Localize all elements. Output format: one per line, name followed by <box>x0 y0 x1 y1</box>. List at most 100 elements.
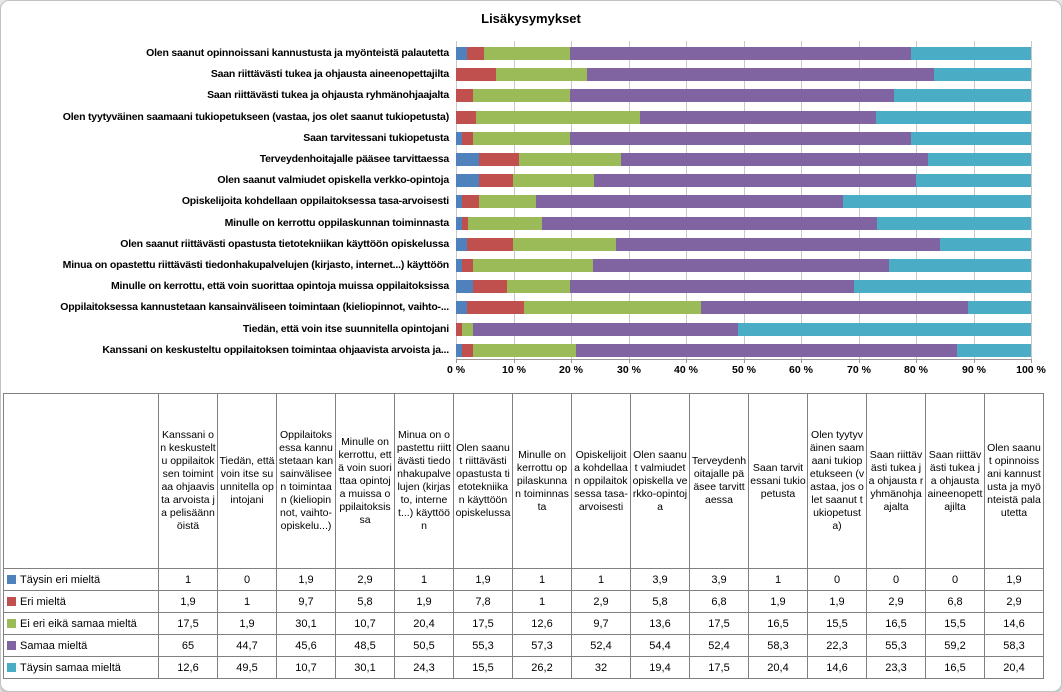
category-label: Olen saanut opinnoissani kannustusta ja … <box>146 47 449 59</box>
table-row: Eri mieltä 1,9 1 9,7 5,8 1,9 7,8 1 2,9 5,8 6,8 1,9 1… <box>3 590 1044 613</box>
bar-segment <box>569 280 855 294</box>
x-tick-mark <box>801 359 802 363</box>
table-row: Täysin samaa mieltä 12,6 49,5 10,7 30,1 24,3 1… <box>3 656 1044 679</box>
bar-row <box>456 216 1031 230</box>
value-cell: 48,5 <box>335 634 395 657</box>
value-cell: 52,4 <box>689 634 749 657</box>
category-label: Olen saanut valmiudet opiskella verkko-o… <box>217 174 449 187</box>
category-label: Minulle on kerrottu oppilaskunnan toimin… <box>224 216 450 229</box>
x-tick-label: 60 % <box>789 364 813 376</box>
value-cell: 49,5 <box>217 656 277 679</box>
column-header-cell: Olen saanut opinnoissani kannustusta ja … <box>984 393 1044 569</box>
series-name-label: Ei eri eikä samaa mieltä <box>20 617 137 630</box>
bar-segment <box>456 280 473 294</box>
bar-segment <box>615 237 941 251</box>
bar-segment <box>894 89 1031 103</box>
bar-segment <box>524 301 701 315</box>
value-cell: 1,9 <box>217 612 277 635</box>
bar-segment <box>518 153 622 166</box>
bar-segment <box>456 174 480 188</box>
bar-row <box>456 280 1031 294</box>
bar-segment <box>478 153 519 166</box>
value-cell: 2,9 <box>571 590 631 613</box>
category-label: Saan tarvitessani tukiopetusta <box>303 131 449 144</box>
category-label: Terveydenhoitajalle pääsee tarvittaessa <box>259 153 449 165</box>
bar-segment <box>586 68 935 82</box>
bar-segment <box>916 174 1031 188</box>
bar-segment <box>473 280 508 294</box>
bar-segment <box>957 343 1031 357</box>
bar-segment <box>467 47 485 60</box>
bar-row <box>456 301 1031 315</box>
value-cell: 44,7 <box>217 634 277 657</box>
bar-row <box>456 47 1031 60</box>
value-cell: 1,9 <box>394 590 454 613</box>
bar-segment <box>467 301 525 315</box>
value-cell: 1 <box>512 568 572 591</box>
bar-segment <box>472 259 593 272</box>
value-cell: 1,9 <box>807 590 867 613</box>
category-label: Olen tyytyväinen saamaani tukiopetukseen… <box>62 110 449 123</box>
value-cell: 15,5 <box>453 656 513 679</box>
column-header-cell: Kanssani on keskusteltu oppilaitoksen to… <box>158 393 218 569</box>
legend-swatch <box>7 574 16 584</box>
x-tick-mark <box>744 359 745 363</box>
value-cell: 14,6 <box>807 656 867 679</box>
category-label: Minua on opastettu riittävästi tiedonhak… <box>62 259 450 271</box>
row-label-cell: Täysin eri mieltä <box>3 568 159 591</box>
value-cell: 0 <box>807 568 867 591</box>
bar-segment <box>593 174 917 188</box>
value-cell: 0 <box>217 568 277 591</box>
bar-segment <box>911 47 1031 60</box>
column-header-cell: Opiskelijoita kohdellaan oppilaitoksessa… <box>571 393 631 569</box>
value-cell: 1,9 <box>984 568 1044 591</box>
bar-segment <box>854 280 1031 294</box>
series-name-label: Täysin eri mieltä <box>20 573 101 586</box>
column-header-cell: Saan tarvitessani tukiopetusta <box>748 393 808 569</box>
value-cell: 30,1 <box>276 612 336 635</box>
legend-swatch <box>7 618 16 628</box>
bar-segment <box>507 280 570 294</box>
value-cell: 1 <box>217 590 277 613</box>
legend-swatch <box>7 640 16 650</box>
value-cell: 3,9 <box>689 568 749 591</box>
bar-segment <box>592 259 889 272</box>
value-cell: 12,6 <box>158 656 218 679</box>
value-cell: 16,5 <box>925 656 985 679</box>
value-cell: 58,3 <box>748 634 808 657</box>
bar-segment <box>456 301 468 315</box>
category-label: Minulle on kerrottu, että voin suorittaa… <box>111 280 449 293</box>
bar-segment <box>461 195 479 209</box>
value-cell: 26,2 <box>512 656 572 679</box>
bar-row <box>456 343 1031 357</box>
bar-segment <box>476 110 641 124</box>
bar-segment <box>484 47 570 60</box>
series-name-label: Eri mieltä <box>20 595 66 608</box>
category-label: Tiedän, että voin itse suunnitella opint… <box>242 322 449 335</box>
column-header-cell: Oppilaitoksessa kannustetaan kansainväli… <box>276 393 336 569</box>
value-cell: 55,3 <box>453 634 513 657</box>
value-cell: 17,5 <box>453 612 513 635</box>
value-cell: 32 <box>571 656 631 679</box>
value-cell: 22,3 <box>807 634 867 657</box>
bar-segment <box>621 153 929 166</box>
series-name-label: Samaa mieltä <box>20 639 88 652</box>
row-label-cell: Täysin samaa mieltä <box>3 656 159 679</box>
column-header-cell: Saan riittävästi tukea ja ohjausta ryhmä… <box>866 393 926 569</box>
value-cell: 59,2 <box>925 634 985 657</box>
category-label: Oppilaitoksessa kannustetaan kansainväli… <box>60 301 449 314</box>
value-cell: 1,9 <box>276 568 336 591</box>
bar-segment <box>456 216 462 230</box>
x-tick-label: 100 % <box>1016 364 1046 376</box>
value-cell: 55,3 <box>866 634 926 657</box>
bar-row <box>456 259 1031 272</box>
plot-area <box>456 41 1032 359</box>
bar-segment <box>940 237 1031 251</box>
value-cell: 19,4 <box>630 656 690 679</box>
x-tick-label: 30 % <box>617 364 641 376</box>
value-cell: 45,6 <box>276 634 336 657</box>
bar-segment <box>473 89 570 103</box>
x-tick-mark <box>514 359 515 363</box>
bar-segment <box>512 237 616 251</box>
column-header-cell: Tiedän, että voin itse suunnitella opint… <box>217 393 277 569</box>
